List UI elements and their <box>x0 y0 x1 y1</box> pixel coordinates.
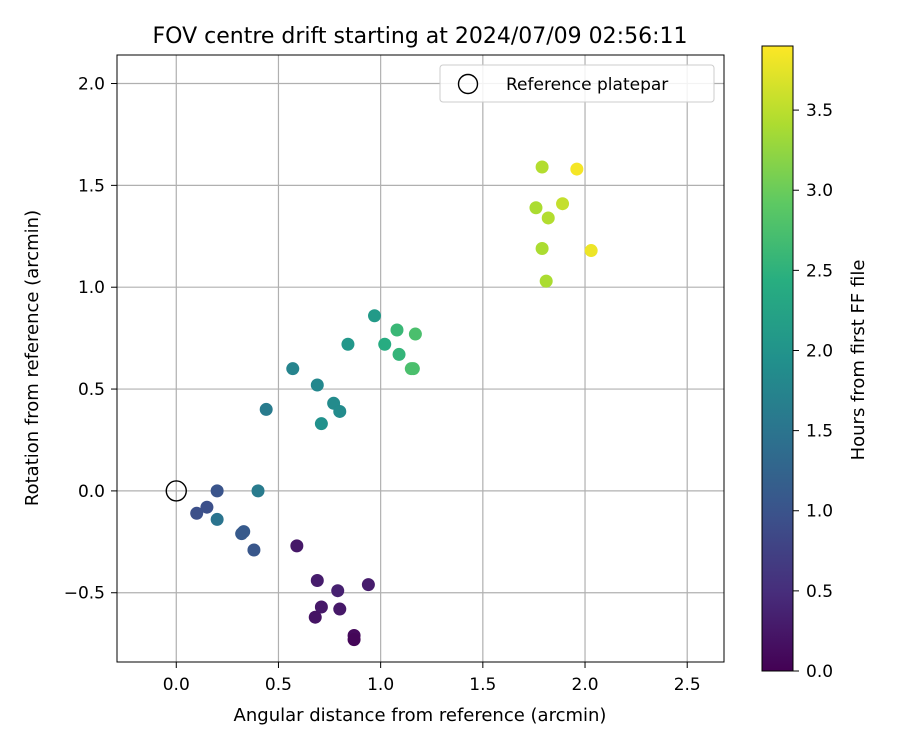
colorbar-label: Hours from first FF file <box>848 260 869 461</box>
legend-box <box>439 64 715 103</box>
y-tick-label: 0.0 <box>78 482 105 502</box>
chart-title: FOV centre drift starting at 2024/07/09 … <box>153 24 688 49</box>
data-point <box>290 539 304 553</box>
data-point <box>556 197 570 211</box>
colorbar-tick-label: 1.0 <box>806 502 833 522</box>
data-point <box>310 574 324 588</box>
data-point <box>200 500 214 514</box>
data-point <box>210 512 224 526</box>
data-point <box>408 327 422 341</box>
colorbar-ticks: 0.0 0.5 1.0 1.5 2.0 2.5 3.0 3.5 <box>793 101 833 682</box>
data-point <box>314 600 328 614</box>
legend-label: Reference platepar <box>506 75 668 95</box>
data-point <box>314 417 328 431</box>
y-axis-label: Rotation from reference (arcmin) <box>22 210 43 506</box>
x-axis-label: Angular distance from reference (arcmin) <box>234 705 607 726</box>
plot-frame <box>116 54 725 663</box>
colorbar-frame <box>761 45 794 672</box>
data-point <box>404 362 418 376</box>
data-point <box>333 404 347 418</box>
x-tick-label: 1.5 <box>469 675 496 695</box>
reference-platepar-marker <box>165 480 187 502</box>
grid-lines <box>117 55 724 662</box>
data-point <box>535 160 549 174</box>
x-axis-ticks: 0.0 0.5 1.0 1.5 2.0 2.5 <box>163 662 701 695</box>
data-point <box>347 633 361 647</box>
legend: Reference platepar <box>439 64 715 103</box>
y-tick-label: −0.5 <box>64 584 105 604</box>
colorbar-tick-label: 2.5 <box>806 261 833 281</box>
data-point <box>361 578 375 592</box>
x-tick-label: 0.0 <box>163 675 190 695</box>
data-point <box>584 244 598 258</box>
colorbar-gradient <box>762 46 793 671</box>
data-point <box>235 527 249 541</box>
data-point <box>390 323 404 337</box>
colorbar-tick-label: 2.0 <box>806 341 833 361</box>
data-point <box>251 484 265 498</box>
data-point <box>286 362 300 376</box>
data-point <box>529 201 543 215</box>
colorbar: 0.0 0.5 1.0 1.5 2.0 2.5 3.0 3.5 Hours from firs… <box>761 45 869 682</box>
data-point <box>341 337 355 351</box>
x-tick-label: 2.0 <box>572 675 599 695</box>
colorbar-tick-label: 0.5 <box>806 582 833 602</box>
reference-marker-layer <box>165 480 187 502</box>
data-point <box>259 402 273 416</box>
data-point <box>333 602 347 616</box>
colorbar-tick-label: 0.0 <box>806 662 833 682</box>
y-tick-label: 0.5 <box>78 380 105 400</box>
data-point <box>392 347 406 361</box>
colorbar-tick-label: 1.5 <box>806 422 833 442</box>
y-axis-ticks: −0.5 0.0 0.5 1.0 1.5 2.0 <box>64 75 117 604</box>
data-point <box>570 162 584 176</box>
y-tick-label: 2.0 <box>78 75 105 95</box>
data-point <box>541 211 555 225</box>
x-tick-label: 0.5 <box>265 675 292 695</box>
data-point <box>378 337 392 351</box>
y-tick-label: 1.0 <box>78 278 105 298</box>
data-point <box>190 506 204 520</box>
data-point <box>539 274 553 288</box>
data-point <box>247 543 261 557</box>
y-tick-label: 1.5 <box>78 176 105 196</box>
data-point <box>210 484 224 498</box>
data-point <box>368 309 382 323</box>
x-tick-label: 2.5 <box>674 675 701 695</box>
data-point <box>308 610 322 624</box>
reference-open-circle-icon <box>457 73 479 95</box>
data-points <box>190 160 598 647</box>
x-tick-label: 1.0 <box>367 675 394 695</box>
colorbar-tick-label: 3.0 <box>806 181 833 201</box>
data-point <box>331 584 345 598</box>
data-point <box>310 378 324 392</box>
data-point <box>535 242 549 256</box>
colorbar-tick-label: 3.5 <box>806 101 833 121</box>
